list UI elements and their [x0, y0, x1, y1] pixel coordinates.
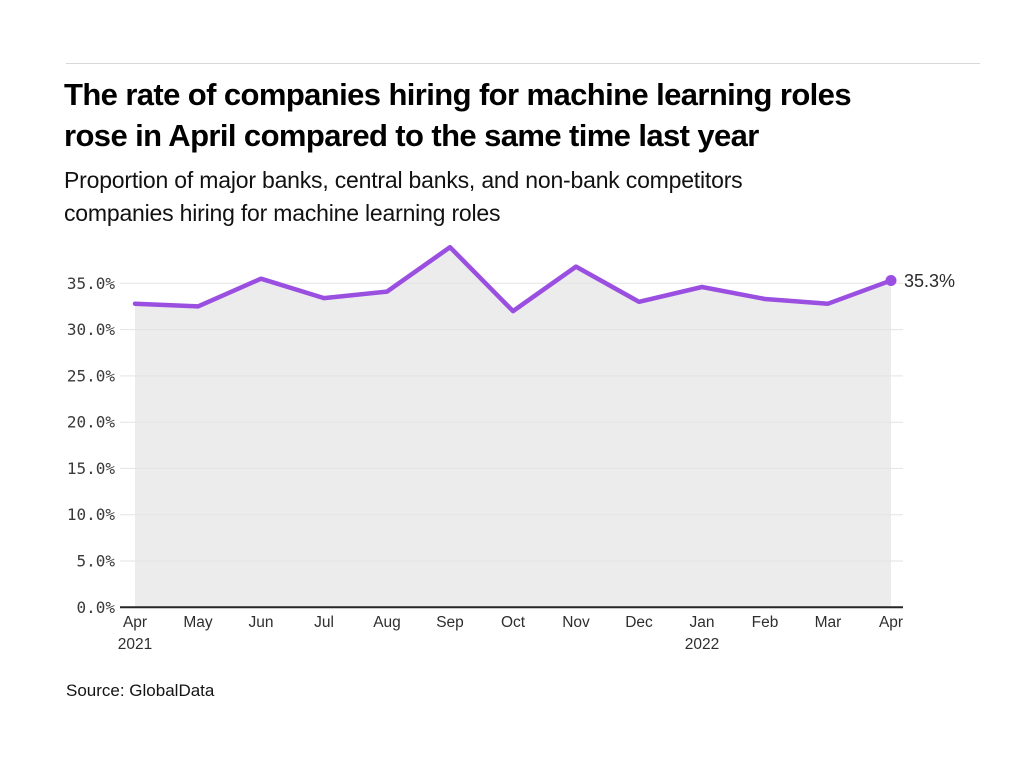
x-tick-label: Nov [562, 614, 590, 631]
top-divider [66, 63, 980, 64]
end-point-marker [885, 275, 897, 286]
x-tick-label: Feb [752, 614, 779, 631]
page-title-line2: rose in April compared to the same time … [64, 118, 759, 154]
x-tick-label: Jun [249, 614, 274, 631]
end-value-label: 35.3% [904, 271, 955, 291]
page-subtitle-line2: companies hiring for machine learning ro… [64, 199, 501, 226]
y-tick-label: 10.0% [67, 505, 116, 524]
y-tick-label: 20.0% [67, 413, 116, 432]
y-tick-label: 15.0% [67, 459, 116, 478]
page-title-line1: The rate of companies hiring for machine… [64, 77, 852, 112]
y-tick-label: 5.0% [76, 552, 115, 571]
page-subtitle: Proportion of major banks, central banks… [64, 164, 948, 229]
line-chart: 0.0% 5.0% 10.0% 15.0% 20.0% 25.0% 30.0% 35.0% Ap… [0, 230, 1024, 690]
x-tick-label: Apr [879, 614, 903, 631]
x-tick-label: Apr [123, 614, 147, 631]
hiring-rate-line [132, 244, 894, 314]
x-tick-year-label: 2021 [118, 636, 152, 653]
x-tick-label: Jul [314, 614, 334, 631]
x-tick-label: Sep [436, 614, 464, 631]
y-tick-label: 30.0% [67, 320, 116, 339]
x-tick-label: Jan [690, 614, 715, 631]
source-credit: Source: GlobalData [66, 681, 215, 700]
area-fill [135, 247, 891, 608]
y-tick-label: 25.0% [67, 366, 116, 385]
chart-canvas: 0.0% 5.0% 10.0% 15.0% 20.0% 25.0% 30.0% 35.0% Ap… [67, 244, 955, 653]
page-title: The rate of companies hiring for machine… [64, 74, 948, 156]
x-tick-label: May [183, 614, 213, 631]
y-tick-label: 0.0% [76, 598, 115, 617]
x-tick-label: Oct [501, 614, 526, 631]
y-tick-label: 35.0% [67, 274, 116, 293]
x-tick-year-label: 2022 [685, 636, 719, 653]
x-tick-label: Mar [815, 614, 842, 631]
page-subtitle-line1: Proportion of major banks, central banks… [64, 167, 743, 193]
x-tick-label: Aug [373, 614, 401, 631]
x-tick-label: Dec [625, 614, 653, 631]
